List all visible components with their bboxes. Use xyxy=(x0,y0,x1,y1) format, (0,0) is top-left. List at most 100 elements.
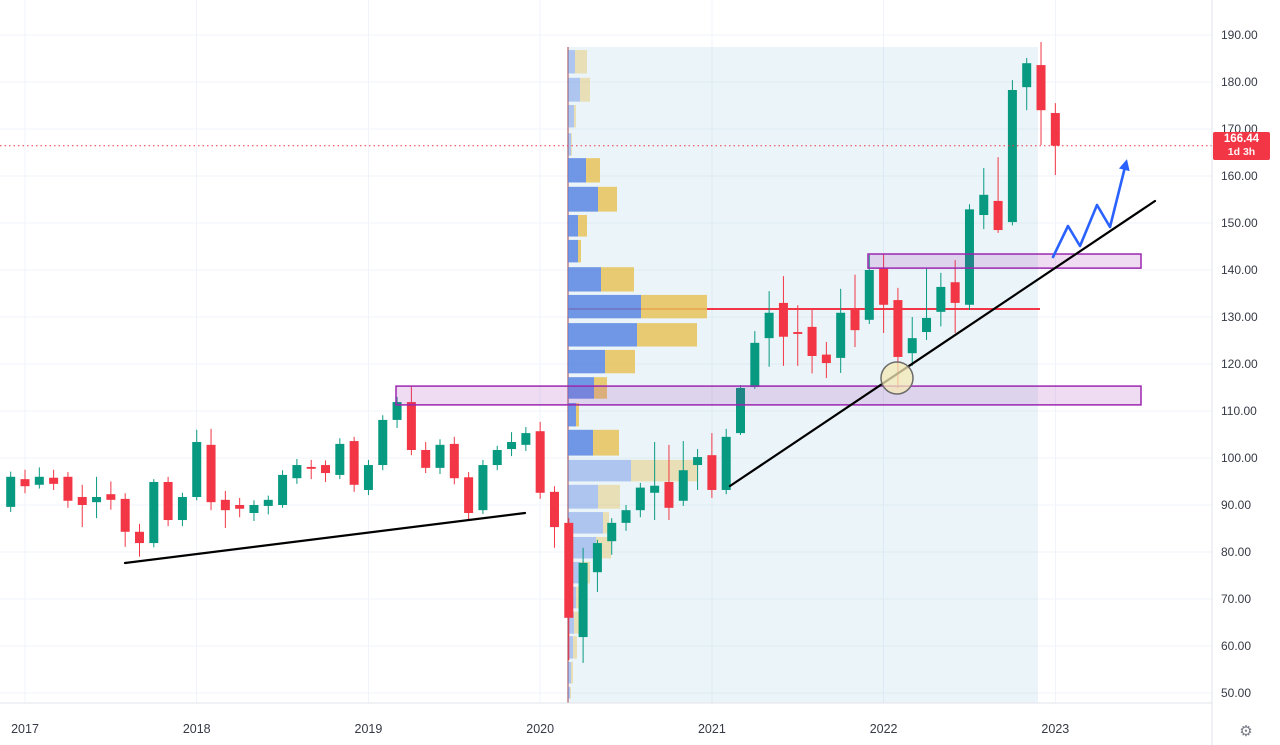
time-axis-label: 2022 xyxy=(870,722,898,736)
candle xyxy=(206,428,216,511)
candle xyxy=(922,268,932,341)
candle xyxy=(306,459,316,480)
candle xyxy=(163,476,173,527)
price-axis-label: 160.00 xyxy=(1221,169,1258,183)
volume-profile-row xyxy=(568,323,697,347)
candle xyxy=(464,472,474,521)
volume-profile-row xyxy=(568,158,600,183)
time-axis-label: 2018 xyxy=(183,722,211,736)
candle xyxy=(421,442,431,474)
time-axis[interactable]: 2017 2018 2019 2020 2021 2022 2023 xyxy=(0,702,1280,745)
candle xyxy=(979,168,989,230)
volume-profile-row xyxy=(568,377,607,399)
candle xyxy=(106,481,116,510)
candle xyxy=(778,276,788,366)
support-zone[interactable] xyxy=(395,385,1142,406)
candle xyxy=(249,500,259,521)
candle xyxy=(235,497,245,518)
candle xyxy=(707,433,717,498)
candle xyxy=(821,341,831,379)
trendline-2017-2019[interactable] xyxy=(123,511,527,565)
price-axis-label: 180.00 xyxy=(1221,75,1258,89)
candle xyxy=(507,432,517,457)
candle xyxy=(478,459,488,514)
price-axis-label: 60.00 xyxy=(1221,639,1251,653)
candle xyxy=(20,469,30,494)
candle xyxy=(49,469,59,490)
bar-countdown: 1d 3h xyxy=(1227,146,1256,158)
resistance-zone[interactable] xyxy=(867,253,1142,269)
candle xyxy=(750,331,760,389)
candle xyxy=(492,445,502,471)
volume-profile-row xyxy=(568,186,617,212)
candle xyxy=(879,254,889,333)
price-axis-label: 80.00 xyxy=(1221,545,1251,559)
candle xyxy=(721,428,731,495)
candle xyxy=(1050,103,1060,176)
price-axis-label: 140.00 xyxy=(1221,263,1258,277)
price-scale-settings-icon[interactable]: ⚙ xyxy=(1239,723,1253,740)
candle xyxy=(263,495,273,515)
candle xyxy=(177,492,187,527)
price-axis-label: 190.00 xyxy=(1221,28,1258,42)
price-axis-label: 100.00 xyxy=(1221,451,1258,465)
candle xyxy=(964,204,974,310)
volume-profile-row xyxy=(568,611,579,634)
candle xyxy=(993,157,1003,233)
volume-profile-row xyxy=(568,484,620,509)
time-axis-label: 2019 xyxy=(355,722,383,736)
price-axis-label: 70.00 xyxy=(1221,592,1251,606)
price-axis-label: 50.00 xyxy=(1221,686,1251,700)
volume-profile-row xyxy=(568,133,572,156)
candle xyxy=(678,441,688,506)
candle xyxy=(6,471,16,513)
candle xyxy=(635,482,645,518)
candle xyxy=(1007,80,1017,226)
price-axis[interactable]: 190.00180.00170.00160.00150.00140.00130.… xyxy=(1211,0,1280,745)
volume-profile-row xyxy=(568,77,590,102)
price-axis-label: 90.00 xyxy=(1221,498,1251,512)
candle xyxy=(850,274,860,348)
candle xyxy=(392,396,402,428)
volume-profile-row xyxy=(568,105,576,128)
zigzag-projection-arrow[interactable] xyxy=(1051,159,1130,259)
volume-profile-row xyxy=(568,536,611,559)
candle xyxy=(449,436,459,485)
candle xyxy=(192,429,202,501)
circle-marker[interactable] xyxy=(880,361,914,395)
candle xyxy=(836,288,846,373)
candle xyxy=(278,470,288,508)
candle xyxy=(936,272,946,327)
volume-profile-row xyxy=(568,429,619,456)
price-axis-label: 150.00 xyxy=(1221,216,1258,230)
candle xyxy=(406,386,416,456)
candle xyxy=(535,421,545,499)
current-price-value: 166.44 xyxy=(1223,133,1260,145)
volume-profile-row xyxy=(568,294,707,319)
trendline-2021-2023[interactable] xyxy=(728,199,1157,488)
candle xyxy=(807,309,817,374)
volume-profile-row xyxy=(568,636,577,659)
candle xyxy=(664,444,674,521)
volume-profile-row xyxy=(568,349,635,374)
candle xyxy=(907,317,917,366)
volume-profile-region[interactable] xyxy=(567,47,1038,703)
candle xyxy=(292,458,302,484)
candle xyxy=(92,476,102,519)
price-axis-label: 120.00 xyxy=(1221,357,1258,371)
candle xyxy=(149,479,159,548)
candle xyxy=(335,438,345,480)
price-axis-label: 130.00 xyxy=(1221,310,1258,324)
volume-profile[interactable] xyxy=(568,50,707,699)
candle xyxy=(607,518,617,555)
candle xyxy=(77,484,87,528)
candles-layer xyxy=(6,42,1060,663)
volume-profile-row xyxy=(568,267,634,292)
candle xyxy=(793,305,803,366)
current-price-label: 166.44 1d 3h xyxy=(1213,132,1270,160)
candle xyxy=(521,426,531,451)
volume-profile-row xyxy=(568,50,587,74)
candle xyxy=(578,547,588,663)
